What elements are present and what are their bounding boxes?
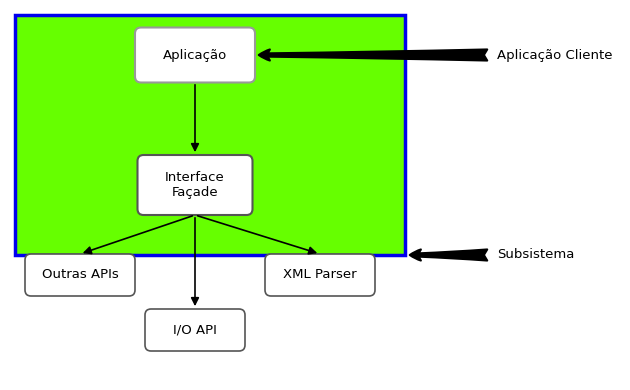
Text: XML Parser: XML Parser — [284, 268, 357, 282]
FancyBboxPatch shape — [145, 309, 245, 351]
FancyBboxPatch shape — [15, 15, 405, 255]
Text: Aplicação Cliente: Aplicação Cliente — [497, 48, 612, 62]
Text: Aplicação: Aplicação — [163, 48, 227, 62]
FancyBboxPatch shape — [137, 155, 253, 215]
Text: I/O API: I/O API — [173, 323, 217, 337]
Text: Subsistema: Subsistema — [497, 248, 575, 262]
FancyBboxPatch shape — [135, 28, 255, 83]
FancyBboxPatch shape — [265, 254, 375, 296]
Text: Interface
Façade: Interface Façade — [165, 171, 225, 199]
FancyBboxPatch shape — [15, 218, 405, 240]
Text: Outras APIs: Outras APIs — [42, 268, 118, 282]
FancyBboxPatch shape — [25, 254, 135, 296]
